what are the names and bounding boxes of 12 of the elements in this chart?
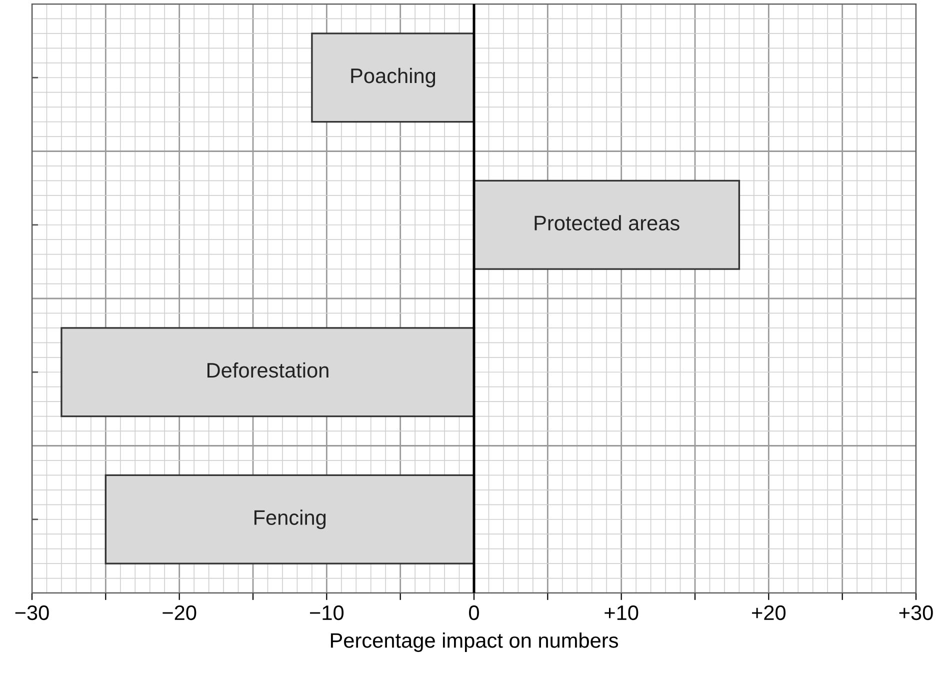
y-tick-label: Deforestation [207,362,328,378]
y-tick-label: Poaching [351,68,436,88]
x-tick-label: +20 [752,605,786,620]
x-tick-label: −30 [15,605,49,620]
y-tick-label: Protected areas [534,215,680,230]
x-tick-label: 0 [469,605,479,620]
x-tick-label: −10 [310,605,344,620]
x-axis-title: Percentage impact on numbers [330,632,618,652]
y-tick-label: Fencing [254,510,326,530]
x-tick-label: +10 [604,605,638,620]
x-tick-label: +30 [899,605,933,620]
x-tick-label: −20 [162,605,196,620]
